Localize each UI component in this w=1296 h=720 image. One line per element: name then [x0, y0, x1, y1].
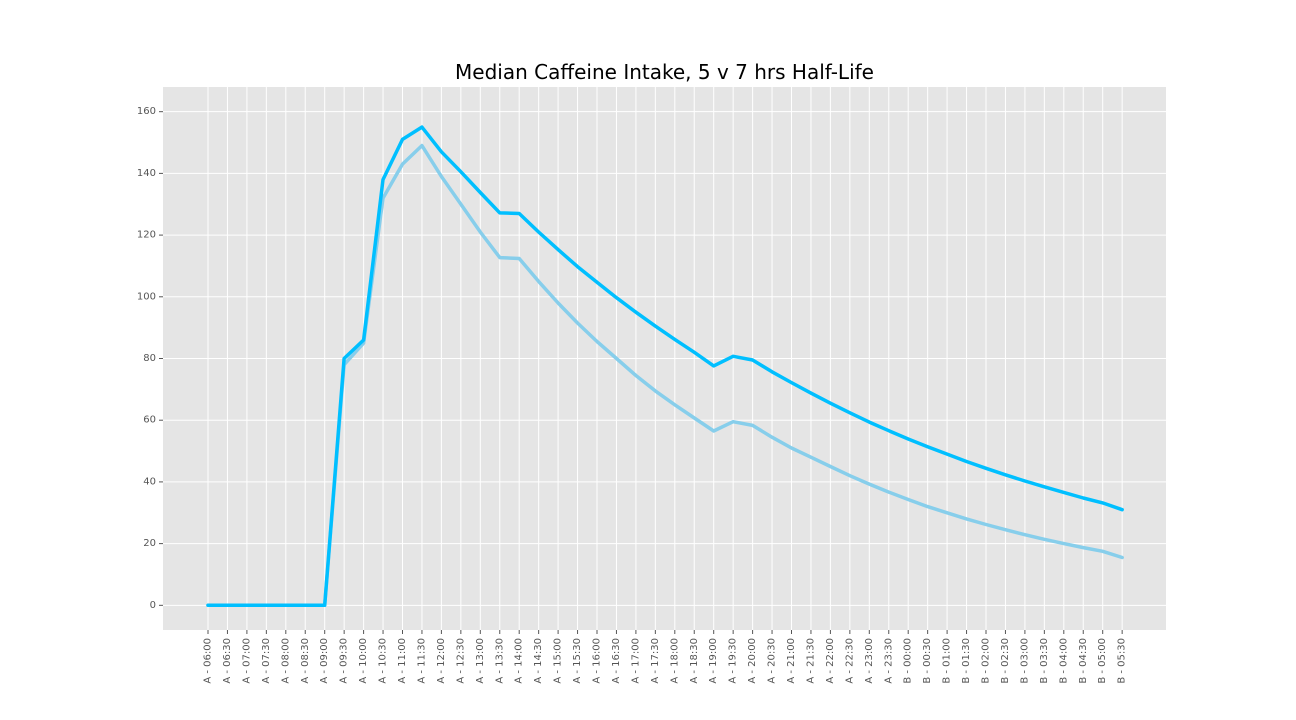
- x-tick-label: B - 01:30: [961, 638, 972, 684]
- y-tick-label: 20: [143, 538, 156, 549]
- x-tick-label: A - 18:30: [689, 638, 700, 684]
- x-tick-label: A - 07:30: [261, 638, 272, 684]
- x-tick-label: A - 08:00: [280, 638, 291, 684]
- x-tick-label: A - 17:00: [630, 638, 641, 684]
- x-tick-label: A - 20:00: [747, 638, 758, 684]
- x-tick-label: A - 21:30: [805, 638, 816, 684]
- x-tick-label: A - 14:00: [514, 638, 525, 684]
- x-tick-label: A - 12:30: [455, 638, 466, 684]
- y-tick-label: 60: [143, 415, 156, 426]
- x-tick-label: A - 17:30: [650, 638, 661, 684]
- y-tick-label: 160: [137, 106, 156, 117]
- x-tick-label: B - 05:00: [1097, 638, 1108, 684]
- x-tick-label: A - 14:30: [533, 638, 544, 684]
- y-axis: 0 20 40 60 80 100 120 140 160: [137, 106, 163, 611]
- x-tick-label: B - 03:30: [1039, 638, 1050, 684]
- x-tick-label: B - 02:00: [981, 638, 992, 684]
- x-tick-label: A - 18:00: [669, 638, 680, 684]
- y-tick-label: 120: [137, 230, 156, 241]
- y-gridlines: [163, 111, 1166, 606]
- x-tick-label: A - 12:00: [436, 638, 447, 684]
- x-tick-label: B - 05:30: [1117, 638, 1128, 684]
- x-tick-label: A - 16:00: [592, 638, 603, 684]
- x-tick-label: B - 00:00: [903, 638, 914, 684]
- x-tick-label: B - 01:00: [942, 638, 953, 684]
- x-tick-label: A - 15:30: [572, 638, 583, 684]
- x-tick-label: A - 09:30: [339, 638, 350, 684]
- y-tick-label: 40: [143, 476, 156, 487]
- x-tick-label: A - 19:00: [708, 638, 719, 684]
- x-tick-label: A - 16:30: [611, 638, 622, 684]
- y-tick-label: 0: [150, 600, 156, 611]
- x-tick-label: A - 23:00: [864, 638, 875, 684]
- x-tick-label: B - 03:00: [1019, 638, 1030, 684]
- x-tick-label: A - 19:30: [728, 638, 739, 684]
- series-line-2: [206, 125, 1124, 608]
- x-tick-label: B - 04:00: [1058, 638, 1069, 684]
- x-tick-label: A - 20:30: [767, 638, 778, 684]
- x-tick-label: A - 23:30: [883, 638, 894, 684]
- y-tick-label: 100: [137, 291, 156, 302]
- y-tick-label: 80: [143, 353, 156, 364]
- series-layer: [206, 125, 1124, 608]
- x-axis: A - 06:00 A - 06:30 A - 07:00 A - 07:30 A - …: [203, 630, 1128, 684]
- x-tick-label: A - 13:00: [475, 638, 486, 684]
- x-tick-label: A - 22:30: [844, 638, 855, 684]
- x-tick-label: A - 22:00: [825, 638, 836, 684]
- x-tick-label: B - 02:30: [1000, 638, 1011, 684]
- x-tick-label: A - 11:30: [416, 638, 427, 684]
- y-tick-label: 140: [137, 168, 156, 179]
- x-tick-label: B - 00:30: [922, 638, 933, 684]
- x-tick-label: A - 06:30: [222, 638, 233, 684]
- x-tick-label: A - 07:00: [241, 638, 252, 684]
- x-tick-label: A - 10:00: [358, 638, 369, 684]
- x-tick-label: A - 13:30: [494, 638, 505, 684]
- x-tick-label: A - 21:00: [786, 638, 797, 684]
- x-tick-label: B - 04:30: [1078, 638, 1089, 684]
- series-line-1: [206, 143, 1124, 608]
- x-tick-label: A - 08:30: [300, 638, 311, 684]
- x-tick-label: A - 15:00: [553, 638, 564, 684]
- x-tick-label: A - 10:30: [378, 638, 389, 684]
- chart-title: Median Caffeine Intake, 5 v 7 hrs Half-L…: [455, 60, 874, 84]
- x-tick-label: A - 09:00: [319, 638, 330, 684]
- x-tick-label: A - 11:00: [397, 638, 408, 684]
- x-tick-label: A - 06:00: [203, 638, 214, 684]
